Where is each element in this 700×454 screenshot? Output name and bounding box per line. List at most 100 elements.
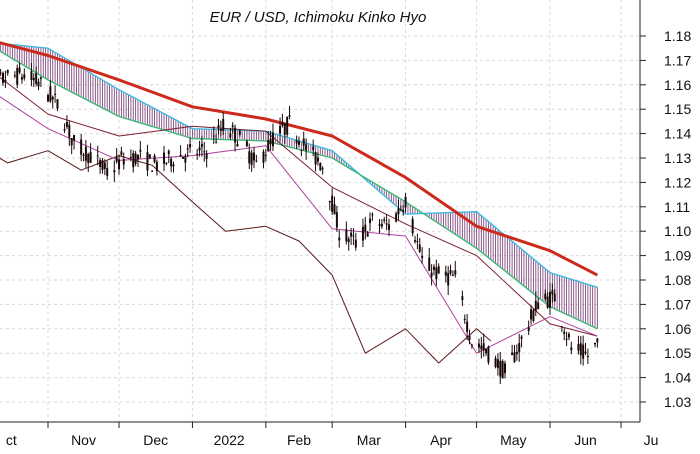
candle-body [463,318,466,320]
candle-body [16,68,19,85]
candle-body [395,213,398,222]
candle-body [302,138,305,146]
candle-body [421,255,424,259]
kijun-sen-line [0,76,598,337]
candle-body [300,149,303,151]
candle-body [56,99,59,109]
candle-body [181,156,184,159]
candle-body [82,154,85,156]
candle-body [584,351,587,354]
candle-body [333,204,336,215]
candle-body [513,352,516,363]
candle-body [537,302,540,310]
candle-body [68,124,71,138]
candle-body [219,129,222,131]
candle-body [352,235,355,237]
candle-body [494,358,497,368]
y-tick-label: 1.17 [664,52,691,68]
candle-body [279,125,282,134]
y-tick-label: 1.15 [664,101,691,117]
candle-body [487,346,490,363]
candle-body [54,93,57,95]
tenkan-sen-line [0,96,598,354]
candle-body [369,218,372,224]
candle-body [189,144,192,148]
candle-body [165,162,168,164]
y-tick-label: 1.13 [664,150,691,166]
candle-body [361,226,364,241]
candle-body [236,143,239,147]
candle-body [262,151,265,163]
candle-body [579,343,582,356]
candle-body [328,200,331,203]
candle-body [2,72,5,83]
candle-body [416,240,419,242]
candle-body [385,223,388,225]
candle-body [106,168,109,176]
candle-body [418,244,421,252]
candle-body [37,81,40,87]
candle-body [312,146,315,151]
candle-body [451,274,454,276]
candle-body [404,196,407,208]
candle-body [518,342,521,353]
candle-body [139,149,142,152]
candle-body [338,237,341,241]
candle-body [565,338,568,340]
candle-body [501,361,504,379]
y-tick-label: 1.18 [664,28,691,44]
candle-body [596,338,599,343]
candle-body [101,160,104,170]
candle-body [267,140,270,152]
candle-body [250,152,253,165]
y-tick-label: 1.11 [664,199,690,215]
candle-body [470,344,473,346]
candle-body [364,224,367,232]
candle-body [215,141,218,143]
candle-body [461,296,464,300]
candle-body [115,157,118,162]
candle-body [534,300,537,311]
candle-body [515,351,518,355]
candle-body [170,158,173,167]
candle-body [212,135,215,137]
y-tick-label: 1.10 [664,223,691,239]
candle-body [414,240,417,242]
candle-body [96,155,99,157]
candle-body [205,153,208,159]
candle-body [20,77,23,80]
candle-body [437,266,440,274]
candle-body [153,155,156,163]
candle-body [530,309,533,320]
candle-body [582,344,585,359]
candle-body [196,153,199,156]
candle-body [49,86,52,102]
candle-body [444,271,447,276]
candle-body [0,72,2,74]
candle-body [87,153,90,163]
x-tick-label: Dec [143,432,168,448]
candle-body [520,336,523,339]
candle-body [65,121,68,127]
candle-body [253,152,256,161]
candle-body [551,290,554,295]
candle-body [23,74,26,79]
candle-body [222,118,225,131]
candle-body [35,73,38,85]
candle-body [238,130,241,135]
candle-body [234,127,237,143]
candle-body [269,138,272,145]
candle-body [546,296,549,308]
candle-body [184,156,187,163]
candle-body [482,343,485,351]
candle-body [549,291,551,308]
candle-body [13,75,16,77]
candle-body [288,115,291,117]
chikou-span-line [0,150,492,364]
candle-body [466,321,469,332]
candle-body [4,79,7,83]
candle-body [477,343,480,348]
candle-body [255,160,258,162]
candle-body [480,345,483,350]
